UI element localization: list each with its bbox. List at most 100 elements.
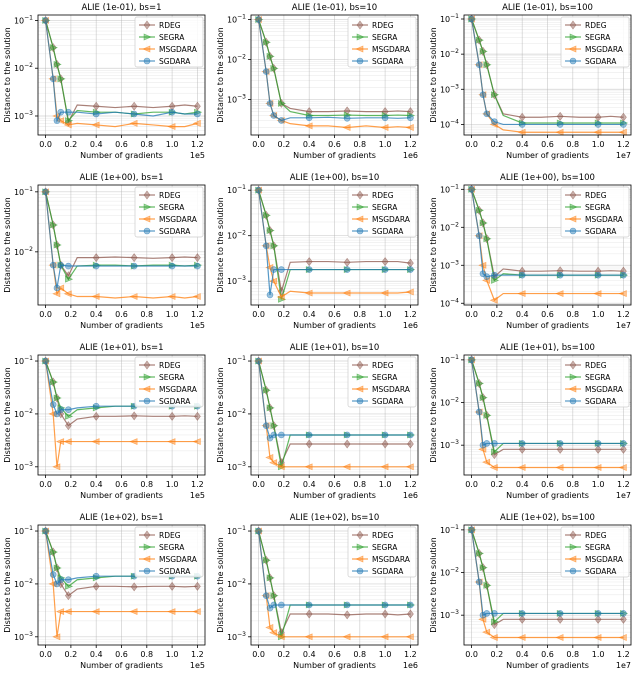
x-tick-label: 0.6	[328, 650, 341, 659]
series-line	[257, 530, 411, 610]
legend-label: SGDARA	[372, 397, 404, 406]
x-axis-label: Number of gradients	[506, 661, 589, 670]
chart-panel: 10−3 10−2 10−1 0.0 0.2 0.4 0.6 0.8 1.0 1.2 1e7 Numb…	[426, 340, 639, 510]
marker-circle	[569, 397, 577, 405]
legend-item: SGDARA	[139, 567, 191, 576]
y-tick-label: 10−1	[440, 13, 459, 24]
marker-circle	[407, 114, 414, 122]
marker-triangle-left	[192, 293, 201, 300]
legend-box	[134, 526, 204, 578]
marker-diamond	[569, 530, 577, 540]
x-tick-label: 0.4	[303, 480, 316, 489]
marker-triangle-left	[568, 215, 577, 223]
x-tick-label: 0.4	[516, 140, 529, 149]
y-tick-exponent: −3	[450, 83, 459, 90]
x-axis-label: Number of gradients	[80, 491, 163, 500]
chart-svg: 10−2 10−1 0.0 0.2 0.4 0.6 0.8 1.0 1.2 1e5 Number o…	[3, 173, 206, 330]
marker-circle	[143, 567, 151, 575]
marker-circle	[130, 110, 138, 118]
marker-diamond	[194, 411, 201, 421]
series-line	[257, 190, 411, 295]
series-sgdara	[468, 186, 627, 281]
x-multiplier: 1e5	[190, 491, 205, 500]
marker-circle	[270, 112, 278, 119]
x-tick-label: 0.6	[115, 310, 128, 319]
legend-label: SGDARA	[159, 567, 191, 576]
marker-circle	[556, 610, 564, 617]
marker-circle	[65, 576, 72, 584]
legend-label: MSGDARA	[159, 555, 198, 564]
chart-svg: 10−3 10−2 10−1 0.0 0.2 0.4 0.6 0.8 1.0 1.2 1e7 Numb…	[429, 513, 632, 670]
marker-circle	[381, 114, 389, 122]
marker-circle	[483, 440, 491, 447]
marker-triangle-right	[53, 394, 62, 402]
marker-triangle-left	[405, 288, 414, 296]
x-tick-label: 1.2	[191, 650, 204, 659]
marker-circle	[270, 266, 278, 273]
y-tick-exponent: −1	[450, 183, 459, 190]
x-tick-label: 0.0	[465, 140, 478, 149]
marker-triangle-right	[49, 221, 58, 229]
marker-diamond	[356, 190, 364, 200]
marker-triangle-right	[475, 549, 484, 557]
legend-box	[347, 526, 417, 578]
y-tick-label: 10−1	[227, 14, 246, 25]
marker-triangle-left	[380, 124, 389, 131]
x-tick-label: 0.2	[491, 650, 504, 659]
x-tick-label: 0.0	[39, 650, 52, 659]
legend-item: MSGDARA	[565, 385, 624, 394]
x-tick-label: 0.4	[303, 140, 316, 149]
x-tick-label: 0.8	[566, 480, 579, 489]
marker-triangle-left	[555, 290, 564, 298]
y-tick-exponent: −2	[24, 246, 33, 253]
marker-diamond	[569, 360, 577, 370]
legend-label: SEGRA	[372, 543, 398, 552]
series-msgdara	[253, 186, 414, 301]
marker-triangle-left	[167, 293, 176, 300]
x-tick-label: 1.2	[617, 310, 630, 319]
grid	[464, 185, 631, 306]
x-multiplier: 1e6	[403, 321, 418, 330]
legend-item: SGDARA	[565, 57, 617, 66]
marker-triangle-left	[304, 289, 313, 297]
marker-diamond	[130, 411, 138, 421]
marker-diamond	[143, 530, 151, 540]
series-line	[470, 189, 624, 302]
legend-box	[347, 186, 417, 238]
legend-item: SEGRA	[139, 33, 185, 42]
marker-triangle-right	[49, 44, 58, 52]
y-tick-label: 10−2	[440, 221, 459, 232]
y-tick-exponent: −3	[24, 631, 33, 638]
marker-triangle-right	[65, 117, 74, 125]
marker-circle	[407, 266, 414, 273]
chart-svg: 10−3 10−2 10−1 0.0 0.2 0.4 0.6 0.8 1.0 1.2 1e6 Numb…	[216, 343, 419, 500]
marker-circle	[143, 397, 151, 405]
legend-item: SEGRA	[139, 203, 185, 212]
marker-triangle-left	[129, 608, 138, 616]
marker-triangle-left	[342, 124, 351, 131]
y-tick-exponent: −3	[237, 275, 246, 282]
marker-triangle-right	[266, 574, 275, 582]
y-tick-label: 10−3	[440, 83, 459, 94]
legend-label: MSGDARA	[372, 385, 411, 394]
x-tick-label: 0.4	[90, 310, 103, 319]
marker-circle	[468, 15, 475, 23]
y-tick-label: 10−3	[227, 631, 246, 642]
x-tick-label: 0.0	[39, 140, 52, 149]
marker-triangle-right	[278, 295, 287, 303]
y-tick-exponent: −1	[450, 354, 459, 361]
marker-circle	[262, 68, 270, 75]
series-segra	[255, 16, 416, 119]
marker-circle	[262, 592, 270, 599]
y-tick-exponent: −3	[450, 609, 459, 616]
series-line	[257, 190, 411, 298]
marker-triangle-left	[265, 264, 274, 271]
marker-triangle-left	[517, 290, 526, 298]
marker-circle	[143, 227, 151, 235]
chart-svg: 10−3 10−2 10−1 0.0 0.2 0.4 0.6 0.8 1.0 1.2 1e5 Numb…	[3, 513, 206, 670]
marker-circle	[168, 108, 176, 116]
marker-diamond	[356, 20, 364, 30]
marker-circle	[620, 440, 627, 447]
legend-label: MSGDARA	[159, 45, 198, 54]
legend-label: SEGRA	[159, 33, 185, 42]
